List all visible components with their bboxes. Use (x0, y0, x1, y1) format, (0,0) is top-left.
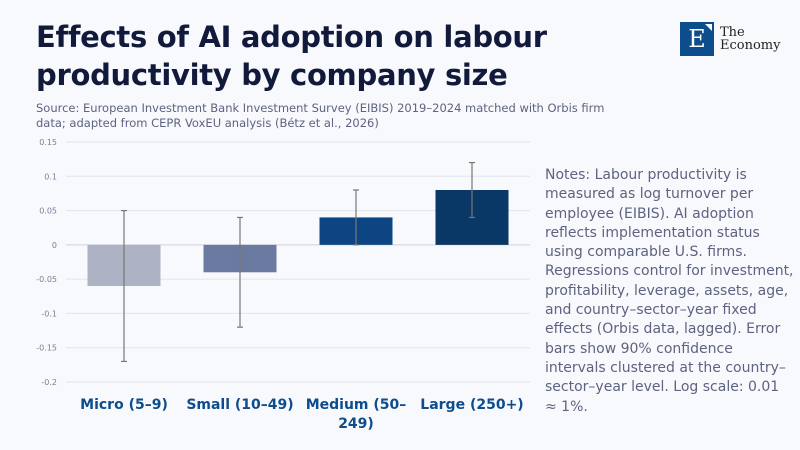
y-tick-label: 0 (52, 241, 57, 250)
y-tick-label: -0.2 (41, 378, 57, 387)
x-category-label: Medium (50– (306, 397, 407, 413)
logo-line2: Economy (720, 38, 781, 53)
y-tick-label: -0.1 (41, 309, 57, 318)
y-tick-label: 0.1 (44, 172, 57, 181)
the-economy-logo: E The Economy (680, 22, 780, 56)
logo-mark: E (680, 22, 714, 56)
y-tick-label: 0.15 (39, 138, 57, 147)
x-category-label: Large (250+) (420, 397, 523, 413)
chart-title: Effects of AI adoption on labour product… (36, 20, 547, 92)
notes-text: Notes: Labour productivity is measured a… (545, 167, 794, 415)
source-note: Source: European Investment Bank Investm… (36, 101, 605, 130)
y-tick-label: -0.05 (36, 275, 57, 284)
logo-line1: The (720, 25, 745, 40)
y-tick-label: -0.15 (36, 344, 57, 353)
y-tick-label: 0.05 (39, 207, 57, 216)
x-category-label: Micro (5–9) (80, 397, 168, 413)
x-category-label: 249) (338, 416, 374, 432)
x-category-label: Small (10–49) (186, 397, 293, 413)
